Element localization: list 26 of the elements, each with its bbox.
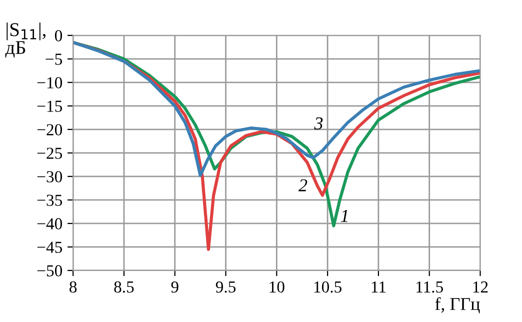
x-tick-label: 11 [372,281,386,292]
y-tick-label: −50 [37,265,62,276]
x-tick-label: 9 [171,281,178,293]
y-tick-label: −35 [37,194,62,206]
series-label: 3 [314,117,323,130]
x-tick-label: 9.5 [216,281,236,293]
x-tick-label: 8.5 [114,281,134,293]
y-tick-label: −20 [37,124,62,136]
y-tick-label: −45 [37,242,62,253]
x-axis-title: f, ГГц [435,297,480,314]
y-tick-label: −25 [37,148,62,159]
y-tick-label: 0 [54,30,62,42]
x-tick-label: 12 [473,281,488,292]
series-label: 2 [298,179,308,192]
y-tick-label: −5 [46,54,62,65]
line-series [73,40,480,178]
series-label: 1 [340,210,348,222]
x-tick-label: 8 [70,281,77,293]
y-axis-title: |S$_{11}$|, дБ [5,22,46,58]
y-tick-label: −30 [37,171,62,182]
y-tick-label: −10 [37,77,62,88]
x-tick-label: 11.5 [416,281,443,293]
y-tick-label: −40 [37,218,62,230]
x-tick-label: 10 [270,281,284,293]
y-tick-label: −15 [37,100,62,112]
x-tick-label: 10.5 [314,281,342,293]
